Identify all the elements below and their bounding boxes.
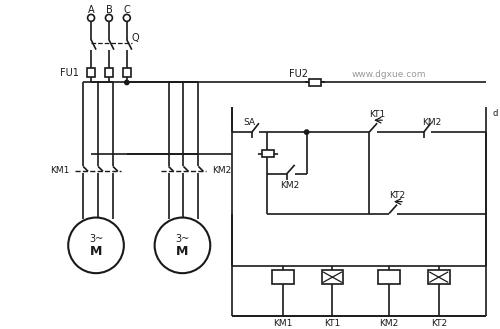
Bar — [105, 67, 113, 78]
Bar — [322, 270, 344, 284]
Bar — [272, 270, 293, 284]
Text: A: A — [88, 5, 94, 15]
Text: KM1: KM1 — [273, 319, 292, 328]
Text: KM1: KM1 — [50, 166, 69, 175]
Text: FU2: FU2 — [289, 68, 308, 79]
Circle shape — [154, 217, 210, 273]
Text: www.dgxue.com: www.dgxue.com — [352, 70, 426, 79]
Bar — [262, 150, 274, 158]
Bar — [123, 67, 131, 78]
Text: KM2: KM2 — [280, 181, 299, 190]
Circle shape — [304, 130, 309, 134]
Bar — [378, 270, 400, 284]
Text: KM2: KM2 — [212, 166, 232, 175]
Text: KM2: KM2 — [422, 118, 442, 127]
Text: FU1: FU1 — [60, 67, 79, 78]
Text: Q: Q — [132, 33, 140, 43]
Circle shape — [68, 217, 124, 273]
Circle shape — [124, 14, 130, 21]
Text: 3~: 3~ — [176, 234, 190, 244]
Text: 3~: 3~ — [89, 234, 103, 244]
Circle shape — [124, 80, 129, 85]
Text: KT2: KT2 — [430, 319, 447, 328]
Text: KT1: KT1 — [369, 110, 386, 119]
Text: KM2: KM2 — [380, 319, 398, 328]
Bar — [308, 79, 320, 86]
Circle shape — [106, 14, 112, 21]
Text: KT1: KT1 — [324, 319, 340, 328]
Bar — [87, 67, 95, 78]
Text: M: M — [90, 245, 102, 258]
Bar — [428, 270, 450, 284]
Text: B: B — [106, 5, 112, 15]
Text: M: M — [176, 245, 188, 258]
Text: KT2: KT2 — [389, 191, 405, 200]
Circle shape — [88, 14, 94, 21]
Text: C: C — [124, 5, 130, 15]
Text: d: d — [492, 109, 498, 118]
Text: SA: SA — [243, 118, 255, 127]
